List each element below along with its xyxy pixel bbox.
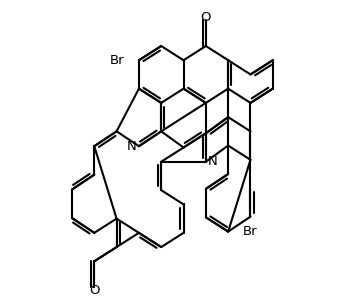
- Text: Br: Br: [242, 225, 257, 238]
- Text: O: O: [89, 283, 99, 297]
- Text: N: N: [127, 140, 137, 153]
- Text: Br: Br: [110, 54, 125, 67]
- Text: O: O: [201, 11, 211, 24]
- Text: N: N: [208, 155, 218, 168]
